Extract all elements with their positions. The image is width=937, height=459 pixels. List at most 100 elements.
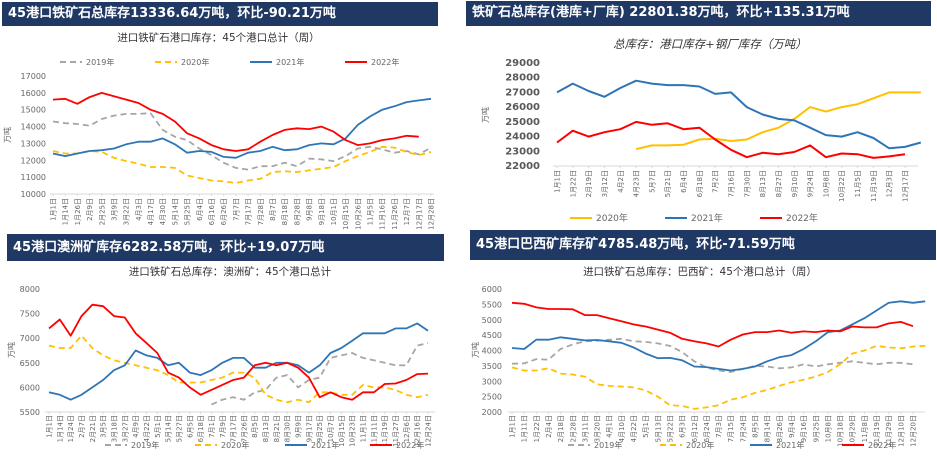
x-tick-label: 10月8日	[824, 415, 832, 442]
x-tick-label: 11月11日	[370, 415, 378, 447]
x-tick-label: 4月30日	[159, 198, 167, 225]
y-tick-label: 16000	[21, 89, 46, 98]
y-tick-label: 23000	[505, 146, 540, 157]
chart-title: 进口铁矿石港口库存：45个港口总计（周）	[117, 32, 320, 44]
x-tick-label: 6月24日	[703, 415, 711, 442]
x-tick-label: 8月13日	[759, 170, 767, 197]
legend-label: 2020年	[686, 440, 714, 450]
series-line-2021年	[511, 300, 926, 372]
y-tick-label: 4000	[482, 347, 502, 356]
x-tick-label: 9月8日	[306, 198, 314, 221]
legend-label: 2019年	[86, 57, 114, 67]
header-total-inventory: 铁矿石总库存(港库+厂库) 22801.38万吨，环比+135.31万吨	[466, 1, 931, 26]
x-tick-label: 11月27日	[392, 415, 400, 447]
chart-2: 5500 6000 6500 7000 7500 8000 万吨 1月1日 1月14日 1月24日…	[6, 285, 435, 450]
x-tick-label: 3月20日	[594, 415, 602, 442]
x-tick-label: 1月14日	[56, 415, 64, 442]
x-tick-label: 4月2日	[617, 170, 625, 193]
y-axis-label: 万吨	[480, 107, 490, 123]
x-tick-label: 10月22日	[838, 170, 846, 202]
series-line-2022年	[52, 92, 419, 152]
x-tick-label: 6月4日	[680, 170, 688, 193]
x-tick-label: 5月1日	[154, 415, 162, 438]
y-tick-label: 25000	[505, 117, 540, 128]
header-australia-inventory: 45港口澳洲矿库存6282.58万吨，环比+19.07万吨	[7, 234, 444, 261]
x-tick-label: 5月21日	[664, 170, 672, 197]
x-tick-label: 4月22日	[630, 415, 638, 442]
x-tick-label: 10月7日	[327, 415, 335, 442]
series-line-2020年	[511, 345, 926, 410]
x-tick-label: 4月10日	[618, 415, 626, 442]
chart-3: 2000 2500 3000 3500 4000 4500 5000 5500 6000 万吨 1月…	[470, 285, 926, 450]
y-tick-label: 3500	[482, 362, 502, 371]
x-tick-label: 11月5日	[854, 170, 862, 197]
x-tick-label: 4月22日	[143, 415, 151, 442]
y-tick-label: 8000	[20, 285, 40, 294]
chart-title: 进口铁矿石总库存：澳洲矿：45个港口总计	[128, 266, 332, 278]
x-tick-label: 11月19日	[381, 415, 389, 447]
y-tick-label: 14000	[21, 123, 46, 132]
x-tick-label: 7月17日	[245, 198, 253, 225]
y-tick-label: 2000	[482, 408, 502, 417]
series-line-2022年	[556, 120, 906, 159]
x-tick-label: 1月11日	[521, 415, 529, 442]
legend-label: 2022年	[786, 212, 818, 224]
series-line-2020年	[48, 334, 429, 404]
y-tick-label: 5500	[20, 408, 40, 417]
x-tick-label: 9月24日	[807, 170, 815, 197]
legend-label: 2020年	[181, 57, 209, 67]
chart-title: 总库存：港口库存+钢厂库存（万吨）	[613, 37, 807, 51]
x-tick-label: 3月9日	[110, 198, 118, 221]
x-tick-label: 1月22日	[569, 170, 577, 197]
x-tick-label: 5月14日	[171, 198, 179, 225]
x-tick-label: 12月17日	[902, 170, 910, 202]
x-tick-label: 9月25日	[316, 415, 324, 442]
x-tick-label: 8月7日	[269, 198, 277, 221]
x-tick-label: 3月12日	[601, 170, 609, 197]
y-tick-label: 3000	[482, 377, 502, 386]
x-tick-label: 10月23日	[349, 415, 357, 447]
y-tick-label: 24000	[505, 132, 540, 143]
x-tick-label: 1月24日	[67, 415, 75, 442]
x-tick-label: 8月30日	[284, 415, 292, 442]
x-tick-label: 7月2日	[712, 170, 720, 193]
x-tick-label: 6月12日	[691, 415, 699, 442]
header-brazil-inventory: 45港口巴西矿库存矿4785.48万吨，环比-71.59万吨	[470, 230, 936, 260]
x-tick-label: 8月28日	[293, 198, 301, 225]
x-tick-label: 7月28日	[257, 198, 265, 225]
x-tick-label: 11月19日	[873, 415, 881, 447]
x-tick-label: 7月1日	[208, 415, 216, 438]
x-tick-label: 10月18日	[837, 415, 845, 447]
y-tick-label: 2500	[482, 393, 502, 402]
x-tick-label: 7月30日	[743, 170, 751, 197]
x-tick-label: 3月18日	[110, 415, 118, 442]
x-tick-label: 6月5日	[186, 415, 194, 438]
x-tick-label: 1月1日	[46, 415, 54, 438]
y-tick-label: 5000	[482, 316, 502, 325]
x-tick-label: 9月4日	[788, 415, 796, 438]
x-tick-label: 7月17日	[230, 415, 238, 442]
x-tick-label: 5月7日	[648, 170, 656, 193]
x-tick-label: 12月3日	[886, 170, 894, 197]
y-tick-label: 7500	[20, 310, 40, 319]
y-tick-label: 12000	[21, 156, 46, 165]
x-tick-label: 2月21日	[89, 415, 97, 442]
y-tick-label: 27000	[505, 87, 540, 98]
x-tick-label: 9月25日	[812, 415, 820, 442]
x-tick-label: 2月9日	[86, 198, 94, 221]
x-tick-label: 12月16日	[414, 415, 422, 447]
legend-label: 2019年	[131, 440, 159, 450]
x-tick-label: 5月1日	[642, 415, 650, 438]
x-tick-label: 5月25日	[184, 198, 192, 225]
y-tick-label: 28000	[505, 73, 540, 84]
x-tick-label: 5月22日	[666, 415, 674, 442]
x-tick-label: 2月25日	[98, 198, 106, 225]
x-tick-label: 1月1日	[509, 415, 517, 438]
y-tick-label: 10000	[21, 190, 46, 199]
legend-label: 2022年	[868, 440, 896, 450]
x-tick-label: 8月5日	[251, 415, 259, 438]
x-tick-label: 7月16日	[728, 170, 736, 197]
x-tick-label: 2月4日	[545, 415, 553, 438]
x-tick-label: 11月26日	[391, 198, 399, 230]
